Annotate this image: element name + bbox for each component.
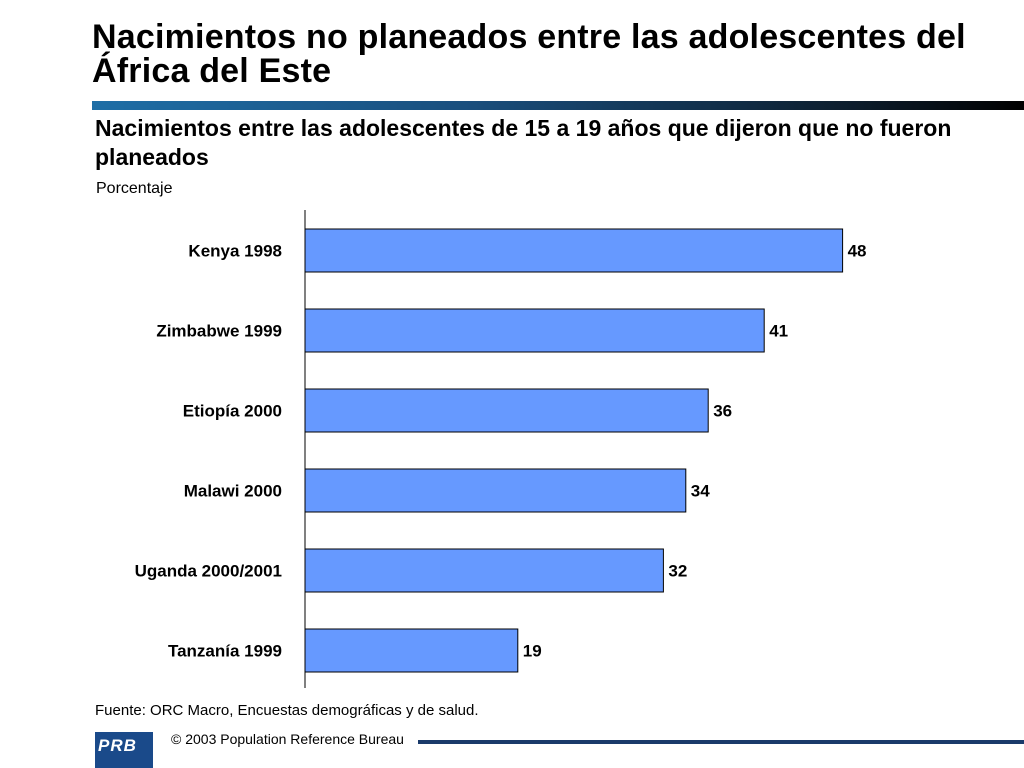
data-label: 36 (713, 402, 732, 421)
category-label: Kenya 1998 (188, 242, 282, 261)
axis-unit-label: Porcentaje (96, 180, 173, 197)
category-label: Etiopía 2000 (183, 402, 282, 421)
bar (304, 548, 664, 593)
category-label: Malawi 2000 (184, 482, 282, 501)
bar (304, 228, 844, 273)
slide-title: Nacimientos no planeados entre las adole… (92, 18, 966, 90)
bars-group: Kenya 1998 48 Zimbabwe 1999 41 Etiopía 2000 3… (135, 228, 867, 673)
prb-logo: PRB (95, 732, 153, 768)
data-label: 48 (848, 242, 867, 261)
data-label: 41 (769, 322, 788, 341)
copyright-note: © 2003 Population Reference Bureau (171, 731, 404, 747)
category-label: Zimbabwe 1999 (156, 322, 282, 341)
bar (304, 628, 519, 673)
bar (304, 308, 765, 353)
bar (304, 468, 687, 513)
category-label: Uganda 2000/2001 (135, 562, 282, 581)
category-label: Tanzanía 1999 (168, 642, 282, 661)
data-label: 34 (691, 482, 710, 501)
data-label: 32 (668, 562, 687, 581)
data-label: 19 (523, 642, 542, 661)
bar (304, 388, 709, 433)
prb-logo-text: PRB (98, 736, 137, 755)
footer-rule (418, 740, 1024, 744)
chart-title: Nacimientos entre las adolescentes de 15… (95, 115, 952, 170)
source-note: Fuente: ORC Macro, Encuestas demográfica… (95, 702, 479, 719)
title-rule (92, 101, 1024, 110)
